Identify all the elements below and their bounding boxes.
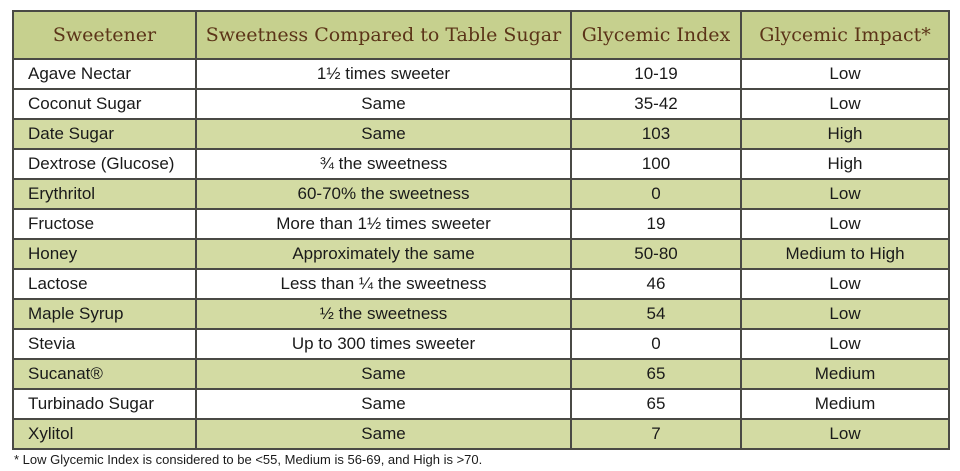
table-row: Maple Syrup ½ the sweetness 54 Low — [12, 298, 950, 330]
table-cell: Coconut Sugar — [12, 88, 197, 120]
table-cell: 35-42 — [570, 88, 742, 120]
table-cell: Low — [740, 88, 950, 120]
table-cell: Dextrose (Glucose) — [12, 148, 197, 180]
table-cell: Medium to High — [740, 238, 950, 270]
table-row: Sucanat® Same 65 Medium — [12, 358, 950, 390]
sweetener-table: Sweetener Sweetness Compared to Table Sug… — [12, 10, 950, 450]
table-row: Coconut Sugar Same 35-42 Low — [12, 88, 950, 120]
table-cell: 54 — [570, 298, 742, 330]
table-row: Erythritol 60-70% the sweetness 0 Low — [12, 178, 950, 210]
table-cell: Low — [740, 418, 950, 450]
table-cell: Maple Syrup — [12, 298, 197, 330]
table-row: Fructose More than 1½ times sweeter 19 Low — [12, 208, 950, 240]
table-cell: Same — [195, 358, 572, 390]
table-cell: Agave Nectar — [12, 58, 197, 90]
table-cell: Same — [195, 388, 572, 420]
table-cell: 50-80 — [570, 238, 742, 270]
table-cell: High — [740, 148, 950, 180]
table-cell: Turbinado Sugar — [12, 388, 197, 420]
table-cell: Sucanat® — [12, 358, 197, 390]
table-cell: High — [740, 118, 950, 150]
table-cell: Erythritol — [12, 178, 197, 210]
table-cell: 1½ times sweeter — [195, 58, 572, 90]
table-cell: Low — [740, 58, 950, 90]
table-row: Dextrose (Glucose) ¾ the sweetness 100 High — [12, 148, 950, 180]
table-cell: Honey — [12, 238, 197, 270]
table-cell: Date Sugar — [12, 118, 197, 150]
table-cell: Approximately the same — [195, 238, 572, 270]
table-cell: 46 — [570, 268, 742, 300]
table-body: Agave Nectar 1½ times sweeter 10-19 Low Coco… — [12, 58, 950, 450]
table-row: Xylitol Same 7 Low — [12, 418, 950, 450]
table-cell: 7 — [570, 418, 742, 450]
table-cell: Low — [740, 178, 950, 210]
table-cell: 100 — [570, 148, 742, 180]
table-row: Date Sugar Same 103 High — [12, 118, 950, 150]
table-row: Turbinado Sugar Same 65 Medium — [12, 388, 950, 420]
table-cell: 0 — [570, 328, 742, 360]
table-cell: Medium — [740, 388, 950, 420]
column-header: Sweetener — [12, 10, 197, 60]
table-row: Agave Nectar 1½ times sweeter 10-19 Low — [12, 58, 950, 90]
header-row: Sweetener Sweetness Compared to Table Sug… — [12, 10, 950, 60]
table-row: Honey Approximately the same 50-80 Medium t… — [12, 238, 950, 270]
table-cell: ¾ the sweetness — [195, 148, 572, 180]
table-cell: 19 — [570, 208, 742, 240]
table-cell: Less than ¼ the sweetness — [195, 268, 572, 300]
table-cell: ½ the sweetness — [195, 298, 572, 330]
column-header: Glycemic Index — [570, 10, 742, 60]
column-header: Sweetness Compared to Table Sugar — [195, 10, 572, 60]
table-cell: Low — [740, 208, 950, 240]
table-cell: More than 1½ times sweeter — [195, 208, 572, 240]
table-cell: 65 — [570, 358, 742, 390]
table-cell: Low — [740, 268, 950, 300]
table-cell: Lactose — [12, 268, 197, 300]
table-cell: Stevia — [12, 328, 197, 360]
table-cell: Same — [195, 88, 572, 120]
table-cell: Xylitol — [12, 418, 197, 450]
column-header: Glycemic Impact* — [740, 10, 950, 60]
table-cell: 60-70% the sweetness — [195, 178, 572, 210]
table-cell: 65 — [570, 388, 742, 420]
table-cell: Low — [740, 328, 950, 360]
table-cell: Fructose — [12, 208, 197, 240]
table-row: Stevia Up to 300 times sweeter 0 Low — [12, 328, 950, 360]
table-cell: 103 — [570, 118, 742, 150]
table-cell: 0 — [570, 178, 742, 210]
table-cell: Up to 300 times sweeter — [195, 328, 572, 360]
table-cell: Same — [195, 418, 572, 450]
table-cell: Medium — [740, 358, 950, 390]
table-row: Lactose Less than ¼ the sweetness 46 Low — [12, 268, 950, 300]
table-cell: 10-19 — [570, 58, 742, 90]
footnote: * Low Glycemic Index is considered to be… — [14, 452, 483, 467]
table-cell: Same — [195, 118, 572, 150]
table-cell: Low — [740, 298, 950, 330]
